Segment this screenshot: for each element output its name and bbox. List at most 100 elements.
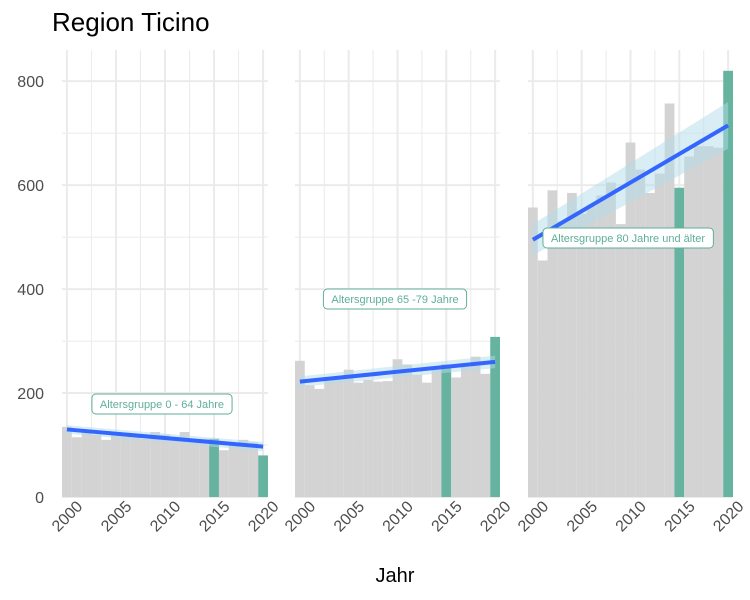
facet-panel: 2000 2005 2010 2015 2020 Altersgruppe 80 Jahr…: [515, 50, 748, 535]
bar: [625, 142, 636, 497]
bar: [480, 373, 491, 497]
bar: [576, 213, 587, 497]
x-tick-label: 2020: [477, 498, 514, 535]
trend-line: [299, 359, 496, 384]
x-tick-label: 2000: [515, 498, 552, 535]
bar: [91, 434, 102, 497]
x-tick-label: 2005: [331, 498, 368, 535]
bar-highlight: [723, 70, 733, 497]
bar: [586, 205, 597, 497]
bar: [713, 147, 724, 497]
bar: [664, 103, 675, 498]
facet-panel: 2000 2005 2010 2015 2020 Altersgruppe 0 - 64 …: [49, 50, 283, 535]
facet-label: Altersgruppe 65 -79 Jahre: [322, 288, 468, 310]
bar-highlight: [441, 364, 452, 497]
bar: [635, 169, 646, 497]
facet-label: Altersgruppe 80 Jahre und älter: [542, 227, 714, 249]
facet-label-box: [322, 288, 468, 310]
facet-label-box: [542, 227, 714, 249]
facet-label-text: Altersgruppe 65 -79 Jahre: [331, 294, 458, 306]
bar: [654, 173, 665, 497]
x-tick-label: 2010: [613, 498, 650, 535]
bar: [645, 192, 655, 498]
facet-label-text: Altersgruppe 80 Jahre und älter: [551, 233, 705, 245]
x-tick-label: 2020: [710, 498, 747, 535]
bar: [703, 146, 714, 497]
bar: [324, 380, 335, 497]
x-tick-label: 2020: [245, 498, 282, 535]
bar: [228, 445, 239, 497]
bar: [615, 224, 626, 498]
x-tick-label: 2015: [662, 498, 699, 535]
trend-line: [531, 123, 730, 242]
bar: [130, 437, 141, 497]
bar: [606, 182, 616, 497]
chart-title: Region Ticino: [52, 7, 210, 37]
bar-highlight: [674, 187, 685, 497]
x-tick-label: 2010: [380, 498, 417, 535]
facet-panel: 2000 2005 2010 2015 2020 Altersgruppe 65 -79 …: [282, 50, 515, 535]
bar: [567, 192, 577, 498]
bar: [140, 438, 151, 497]
bar: [334, 377, 344, 497]
x-tick-label: 2005: [564, 498, 601, 535]
y-axis: 0 200 400 600 800: [17, 74, 44, 507]
bar: [343, 369, 354, 497]
bar: [120, 434, 131, 497]
bar: [218, 450, 229, 497]
bar: [382, 381, 393, 497]
trend-line: [66, 427, 264, 449]
bar: [101, 439, 112, 497]
facet-label-box: [91, 393, 233, 415]
x-tick-label: 2005: [98, 498, 135, 535]
bar: [460, 367, 471, 497]
bar: [304, 385, 315, 497]
bar: [431, 367, 442, 497]
grid: [62, 50, 268, 498]
bar: [62, 426, 72, 497]
x-tick-label: 2015: [196, 498, 233, 535]
bar: [248, 442, 259, 497]
confidence-ribbon: [532, 101, 729, 256]
bar: [150, 432, 161, 497]
bar: [363, 380, 374, 497]
y-tick-label: 200: [17, 386, 44, 403]
x-tick-label: 2015: [429, 498, 466, 535]
bar: [537, 260, 548, 497]
bar: [557, 221, 568, 497]
bar-highlight: [209, 438, 219, 497]
y-tick-label: 400: [17, 282, 44, 299]
x-axis-title: Jahr: [376, 565, 415, 587]
facet-label: Altersgruppe 0 - 64 Jahre: [91, 393, 233, 415]
bar: [169, 439, 180, 497]
bar: [160, 434, 170, 497]
bar: [314, 388, 325, 497]
bar: [412, 374, 422, 497]
bar: [547, 190, 558, 497]
bar: [596, 195, 607, 497]
x-tick-label: 2000: [49, 498, 86, 535]
bar: [392, 359, 403, 497]
y-tick-label: 800: [17, 74, 44, 91]
y-tick-label: 0: [35, 490, 44, 507]
bar: [528, 207, 538, 497]
facet-label-text: Altersgruppe 0 - 64 Jahre: [100, 399, 224, 411]
bar: [111, 432, 121, 497]
facet-panels: 2000 2005 2010 2015 2020 Altersgruppe 0 - 64 …: [49, 50, 748, 535]
bar: [295, 360, 305, 497]
bar: [451, 377, 461, 497]
bar: [81, 429, 92, 497]
bar: [684, 156, 694, 498]
x-tick-label: 2010: [147, 498, 184, 535]
bar: [71, 437, 82, 497]
bar: [353, 382, 364, 497]
bar-highlight: [258, 455, 268, 497]
bar: [189, 442, 200, 497]
bar-highlight: [490, 336, 500, 497]
bar: [402, 364, 413, 497]
bar: [693, 146, 704, 497]
y-tick-label: 600: [17, 178, 44, 195]
bar: [470, 356, 481, 497]
bar: [373, 381, 383, 497]
